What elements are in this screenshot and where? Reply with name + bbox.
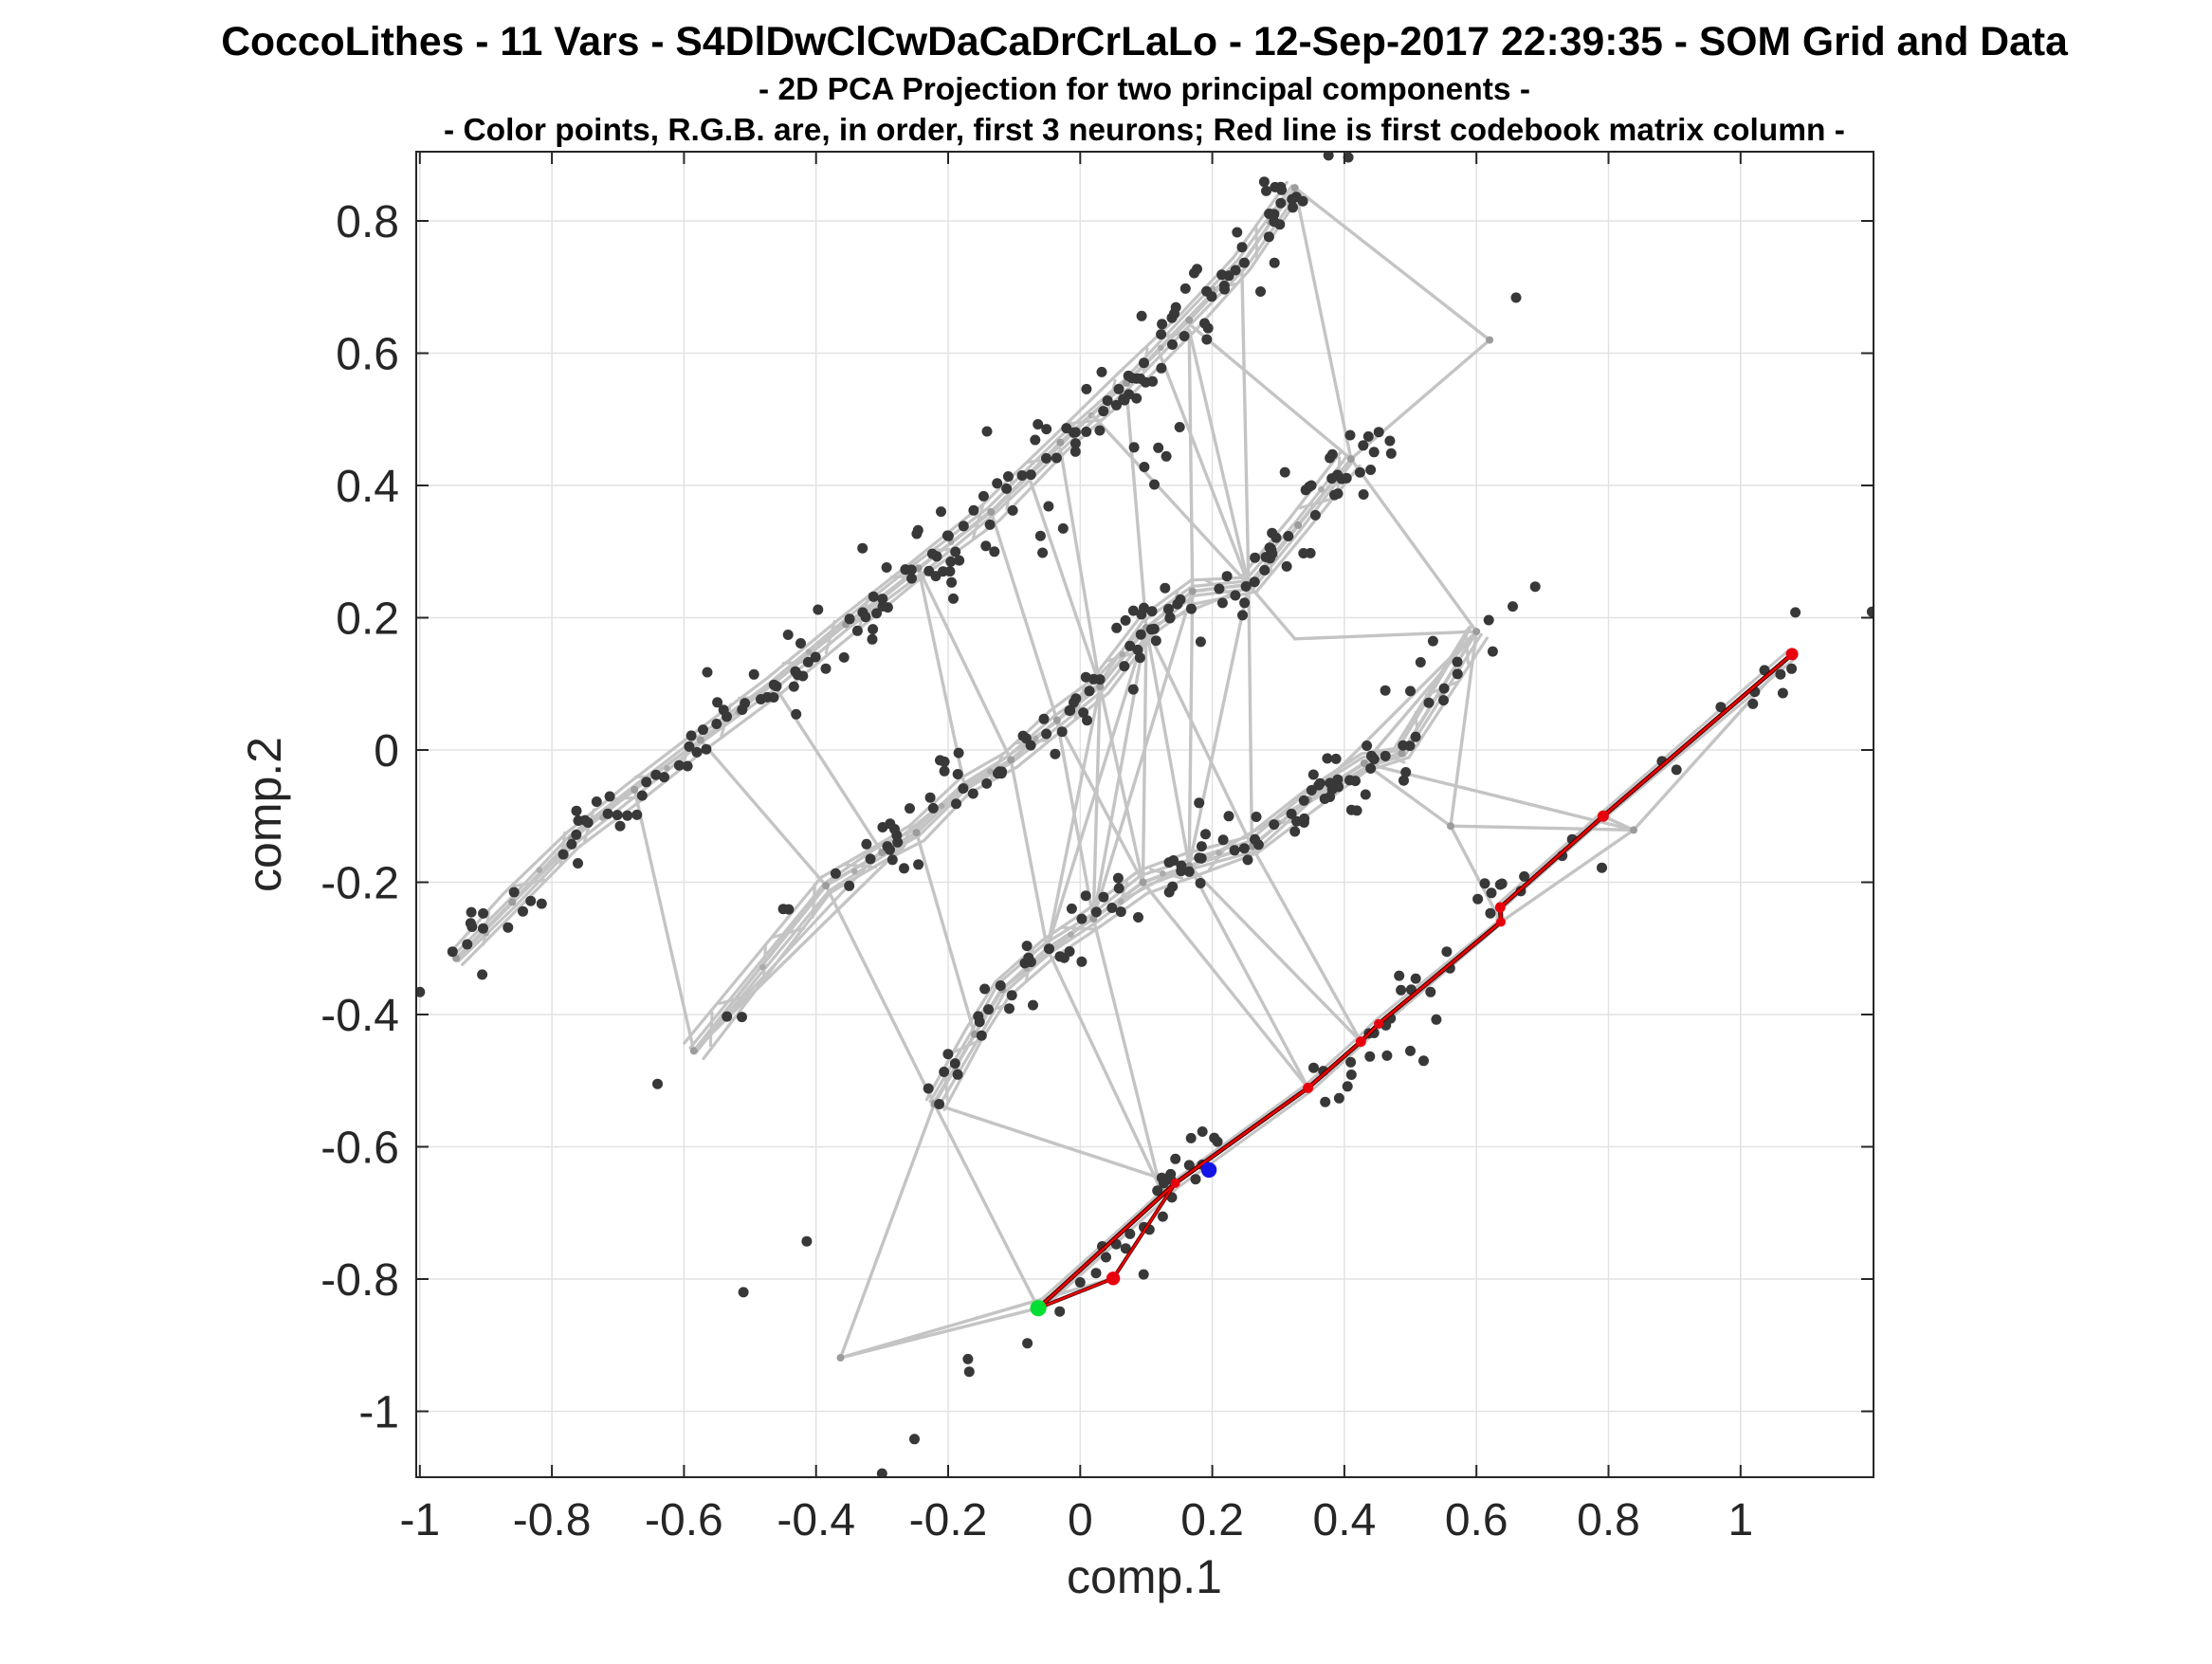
svg-text:0.4: 0.4 (336, 462, 399, 512)
svg-text:-0.4: -0.4 (320, 991, 399, 1041)
svg-text:0: 0 (1068, 1495, 1093, 1545)
svg-text:1: 1 (1728, 1495, 1753, 1545)
svg-text:0.2: 0.2 (1180, 1495, 1244, 1545)
svg-text:- 2D PCA Projection for two pr: - 2D PCA Projection for two principal co… (759, 72, 1530, 107)
svg-text:-1: -1 (399, 1495, 440, 1545)
svg-text:- Color points, R.G.B. are, in: - Color points, R.G.B. are, in order, fi… (444, 113, 1845, 148)
svg-text:-0.8: -0.8 (513, 1495, 592, 1545)
svg-text:-1: -1 (358, 1388, 399, 1438)
svg-text:-0.6: -0.6 (645, 1495, 723, 1545)
svg-text:0.8: 0.8 (1577, 1495, 1640, 1545)
svg-text:0.6: 0.6 (1445, 1495, 1508, 1545)
svg-text:0.6: 0.6 (336, 330, 399, 380)
svg-text:0: 0 (374, 726, 399, 777)
svg-text:-0.6: -0.6 (320, 1124, 399, 1174)
svg-text:0.2: 0.2 (336, 594, 399, 645)
svg-text:comp.1: comp.1 (1067, 1550, 1222, 1603)
svg-text:0.8: 0.8 (336, 197, 399, 247)
svg-text:-0.4: -0.4 (777, 1495, 855, 1545)
svg-text:0.4: 0.4 (1313, 1495, 1377, 1545)
svg-text:-0.8: -0.8 (320, 1255, 399, 1306)
svg-text:comp.2: comp.2 (238, 737, 291, 892)
svg-text:CoccoLithes - 11 Vars - S4DlDw: CoccoLithes - 11 Vars - S4DlDwClCwDaCaDr… (221, 19, 2069, 64)
svg-text:-0.2: -0.2 (320, 859, 399, 909)
svg-text:-0.2: -0.2 (909, 1495, 988, 1545)
